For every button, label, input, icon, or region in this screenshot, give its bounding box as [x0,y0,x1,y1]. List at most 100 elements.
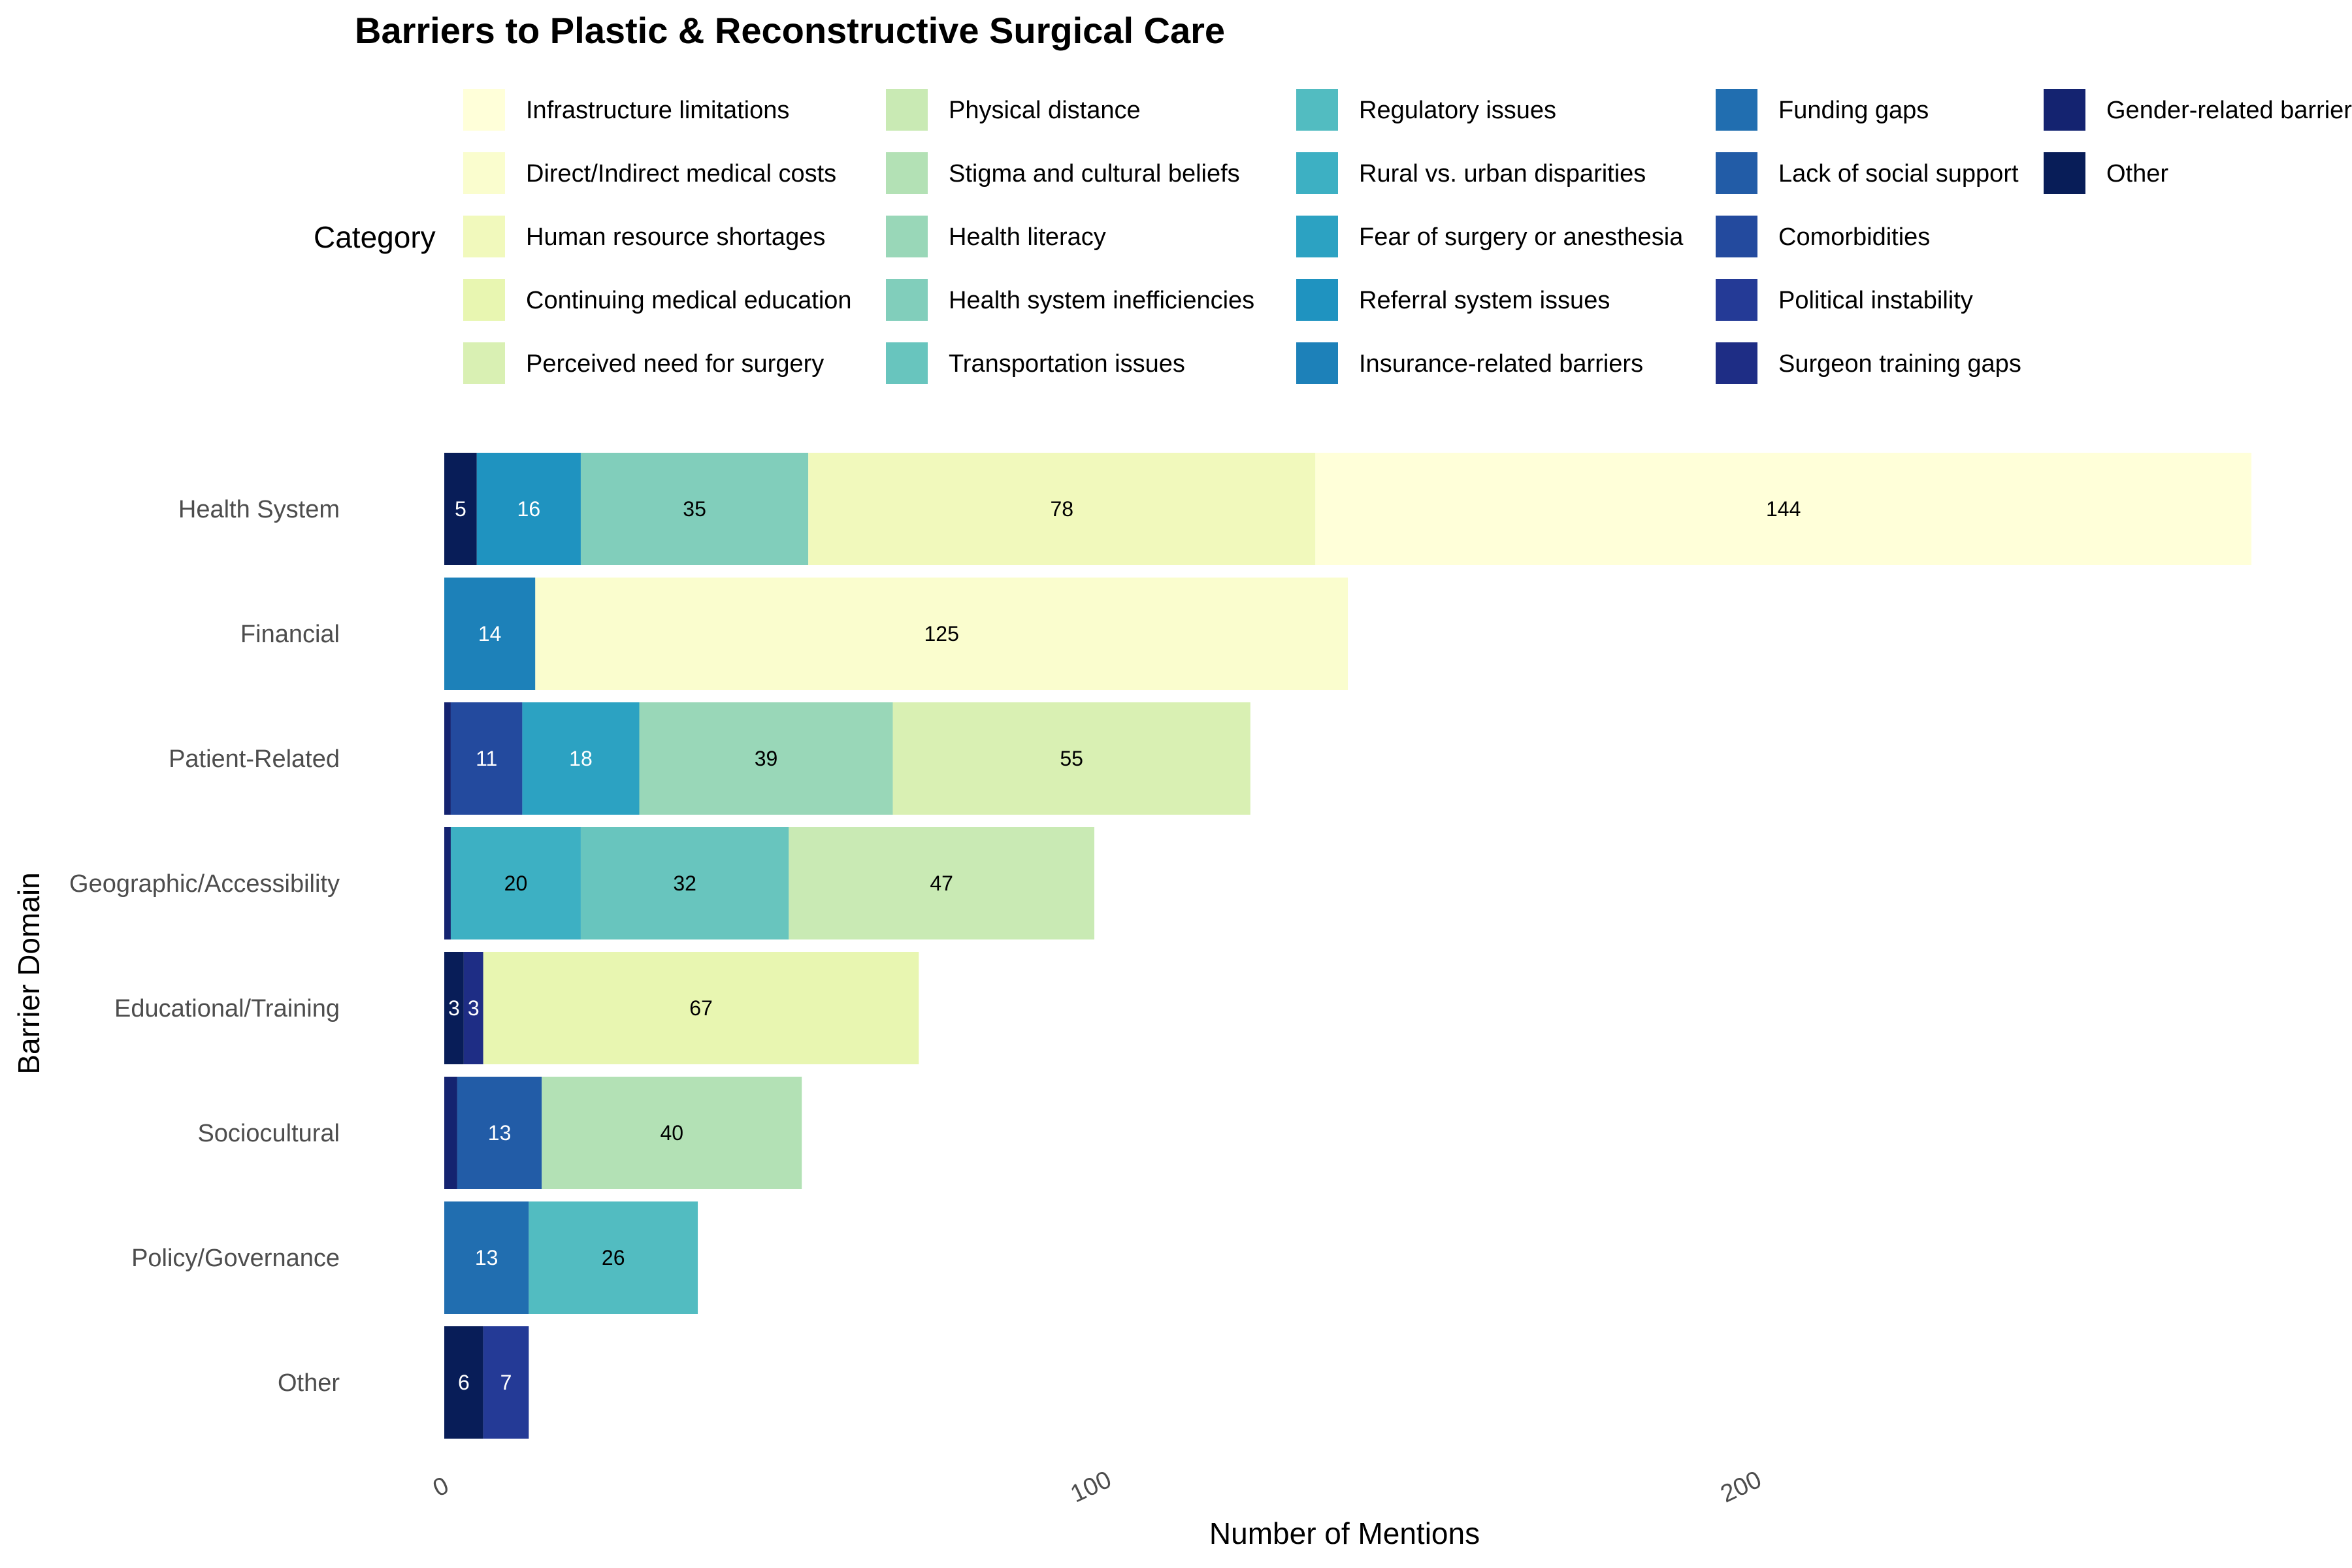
legend-label-political-instability: Political instability [1778,287,1973,314]
legend-label-perceived-need-for-surgery: Perceived need for surgery [526,350,824,378]
data-label-health-system-health-system-inefficiencies: 35 [683,497,706,521]
y-tick-label-patient-related: Patient-Related [169,745,340,773]
bar-geographic-accessibility-rural-vs-urban-disparities [450,827,581,939]
data-label-financial-direct-indirect-medical-costs: 125 [924,622,958,645]
bar-educational-training-surgeon-training-gaps [463,952,483,1064]
y-axis: Health System Financial Patient-Related Geo… [69,496,340,1397]
legend-label-regulatory-issues: Regulatory issues [1359,97,1556,124]
legend-key-surgeon-training-gaps [1716,342,1757,384]
data-label-other-political-instability: 7 [500,1371,512,1394]
legend-label-fear-of-surgery-or-anesthesia: Fear of surgery or anesthesia [1359,223,1684,251]
x-tick-label-100: 100 [1066,1466,1115,1509]
legend-label-insurance-related-barriers: Insurance-related barriers [1359,350,1643,378]
data-label-other-other: 6 [458,1371,470,1394]
bar-financial-direct-indirect-medical-costs [535,578,1348,690]
bar-other-other [444,1326,483,1439]
y-tick-label-geographic-accessibility: Geographic/Accessibility [69,870,340,898]
data-label-policy-governance-funding-gaps: 13 [475,1246,498,1269]
bar-sociocultural-gender-related-barriers [444,1077,457,1189]
data-label-health-system-referral-system-issues: 16 [517,497,541,521]
legend-label-referral-system-issues: Referral system issues [1359,287,1610,314]
legend-key-human-resource-shortages [463,216,505,257]
legend-label-rural-vs-urban-disparities: Rural vs. urban disparities [1359,160,1646,188]
data-label-educational-training-other: 3 [448,996,460,1020]
legend-key-direct-indirect-medical-costs [463,152,505,194]
legend-label-continuing-medical-education: Continuing medical education [526,287,852,314]
data-label-policy-governance-regulatory-issues: 26 [602,1246,625,1269]
legend-label-human-resource-shortages: Human resource shortages [526,223,825,251]
bar-health-system-human-resource-shortages [808,453,1316,565]
bar-patient-related-gender-related-barriers [444,702,451,815]
legend-label-surgeon-training-gaps: Surgeon training gaps [1778,350,2021,378]
legend-key-transportation-issues [886,342,928,384]
bar-health-system-infrastructure-limitations [1315,453,2252,565]
x-axis: 0 100 200 [429,1466,1765,1509]
legend-key-stigma-and-cultural-beliefs [886,152,928,194]
legend-label-other: Other [2106,160,2168,188]
data-label-patient-related-health-literacy: 39 [755,747,778,770]
data-label-patient-related-fear-of-surgery-or-anesthesia: 18 [569,747,593,770]
legend-label-infrastructure-limitations: Infrastructure limitations [526,97,789,124]
legend-key-political-instability [1716,279,1757,321]
legend-label-gender-related-barriers: Gender-related barriers [2106,97,2352,124]
bar-patient-related-comorbidities [450,702,523,815]
legend-key-gender-related-barriers [2044,89,2085,131]
legend-key-perceived-need-for-surgery [463,342,505,384]
data-label-educational-training-surgeon-training-gaps: 3 [468,996,480,1020]
bar-sociocultural-lack-of-social-support [457,1077,542,1189]
legend-label-funding-gaps: Funding gaps [1778,97,1929,124]
legend-key-insurance-related-barriers [1296,342,1338,384]
legend-label-physical-distance: Physical distance [949,97,1141,124]
y-tick-label-educational-training: Educational/Training [114,995,340,1022]
bar-financial-insurance-related-barriers [444,578,536,690]
data-label-financial-insurance-related-barriers: 14 [478,622,502,645]
y-tick-label-sociocultural: Sociocultural [197,1120,340,1147]
bar-policy-governance-regulatory-issues [529,1201,698,1314]
legend-key-fear-of-surgery-or-anesthesia [1296,216,1338,257]
bar-educational-training-other [444,952,464,1064]
legend-key-funding-gaps [1716,89,1757,131]
bar-sociocultural-stigma-and-cultural-beliefs [542,1077,802,1189]
legend-key-physical-distance [886,89,928,131]
legend-key-health-literacy [886,216,928,257]
x-tick-label-0: 0 [429,1472,453,1503]
data-label-geographic-accessibility-rural-vs-urban-disparities: 20 [504,872,528,895]
data-label-sociocultural-stigma-and-cultural-beliefs: 40 [660,1121,683,1145]
bar-geographic-accessibility-transportation-issues [580,827,789,939]
legend-label-stigma-and-cultural-beliefs: Stigma and cultural beliefs [949,160,1240,188]
bar-patient-related-perceived-need-for-surgery [892,702,1250,815]
bar-educational-training-continuing-medical-education [483,952,919,1064]
bar-geographic-accessibility-physical-distance [789,827,1094,939]
legend-label-comorbidities: Comorbidities [1778,223,1930,251]
y-tick-label-policy-governance: Policy/Governance [131,1245,340,1272]
data-label-health-system-infrastructure-limitations: 144 [1766,497,1801,521]
legend-key-comorbidities [1716,216,1757,257]
y-axis-title: Barrier Domain [12,872,46,1074]
legend: Infrastructure limitations Direct/Indirec… [463,89,2352,384]
bar-health-system-health-system-inefficiencies [580,453,809,565]
legend-label-transportation-issues: Transportation issues [949,350,1185,378]
bar-other-political-instability [483,1326,529,1439]
legend-key-regulatory-issues [1296,89,1338,131]
y-tick-label-other: Other [278,1369,340,1397]
data-label-educational-training-continuing-medical-education: 67 [689,996,713,1020]
bar-health-system-other [444,453,477,565]
bar-health-system-referral-system-issues [476,453,581,565]
data-label-patient-related-perceived-need-for-surgery: 55 [1060,747,1083,770]
legend-label-direct-indirect-medical-costs: Direct/Indirect medical costs [526,160,836,188]
legend-title: Category [314,220,436,254]
data-label-sociocultural-lack-of-social-support: 13 [488,1121,512,1145]
legend-key-other [2044,152,2085,194]
x-tick-label-200: 200 [1716,1466,1765,1509]
data-label-patient-related-comorbidities: 11 [476,747,497,770]
chart-title: Barriers to Plastic & Reconstructive Sur… [355,10,1225,51]
legend-key-infrastructure-limitations [463,89,505,131]
legend-key-rural-vs-urban-disparities [1296,152,1338,194]
legend-label-health-literacy: Health literacy [949,223,1106,251]
data-label-geographic-accessibility-physical-distance: 47 [930,872,953,895]
bar-patient-related-health-literacy [639,702,893,815]
data-label-geographic-accessibility-transportation-issues: 32 [673,872,696,895]
legend-key-continuing-medical-education [463,279,505,321]
